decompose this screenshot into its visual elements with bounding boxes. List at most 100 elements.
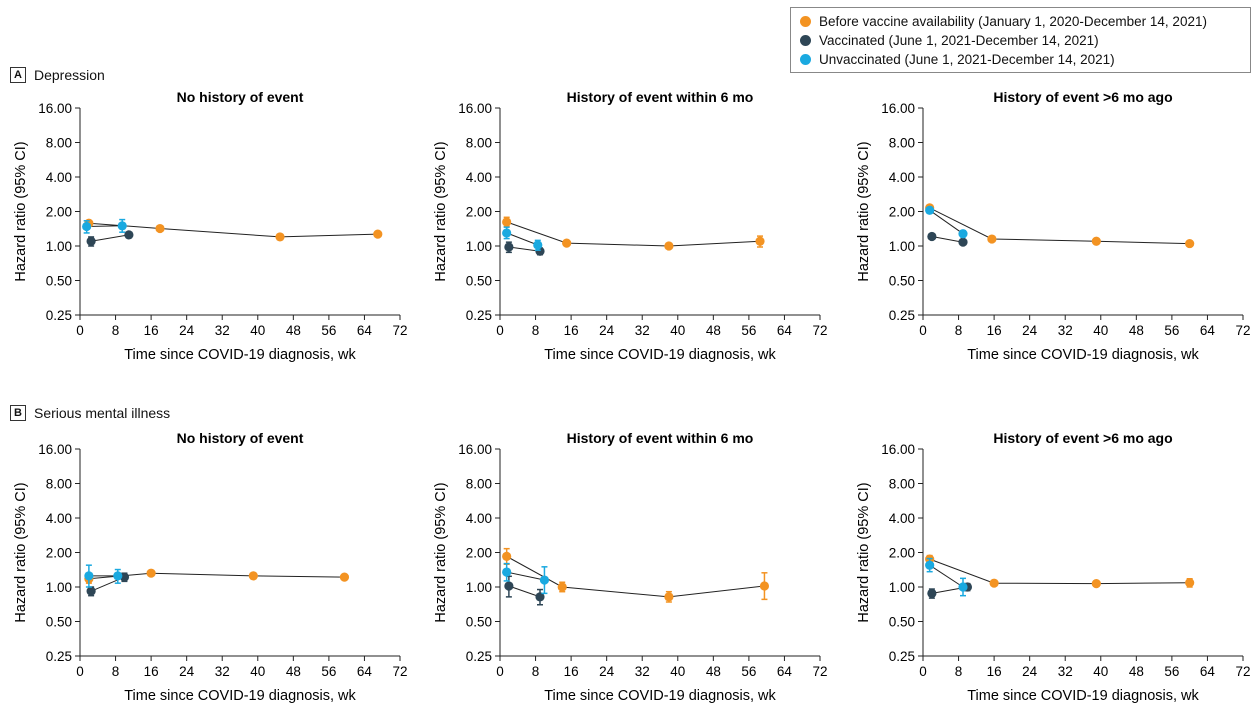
x-tick-label: 56	[741, 664, 756, 679]
x-tick-label: 56	[1164, 664, 1179, 679]
y-tick-label: 4.00	[889, 170, 915, 185]
x-tick-label: 32	[635, 323, 650, 338]
y-axis-label: Hazard ratio (95% CI)	[433, 141, 449, 281]
x-tick-label: 64	[777, 664, 793, 679]
x-tick-label: 64	[1200, 323, 1216, 338]
x-tick-label: 40	[670, 323, 685, 338]
legend-swatch-before-vaccine	[800, 16, 811, 27]
x-tick-label: 24	[179, 323, 195, 338]
data-point	[86, 586, 96, 596]
data-point	[562, 238, 572, 248]
data-point	[275, 232, 285, 242]
series-line	[506, 571, 545, 581]
x-tick-label: 56	[321, 664, 336, 679]
x-tick-label: 56	[741, 323, 756, 338]
y-tick-label: 0.50	[46, 274, 72, 289]
y-tick-label: 2.00	[466, 546, 492, 561]
x-tick-label: 48	[706, 323, 721, 338]
x-tick-label: 16	[564, 664, 579, 679]
y-tick-label: 0.25	[46, 649, 72, 664]
x-tick-label: 64	[1200, 664, 1216, 679]
y-tick-label: 8.00	[466, 136, 492, 151]
data-point	[502, 567, 512, 577]
chart-panel: History of event >6 mo ago 0.25 0.50 1.00 2.…	[856, 430, 1251, 704]
data-point	[958, 237, 968, 247]
x-tick-label: 16	[564, 323, 579, 338]
series-line	[929, 209, 964, 235]
chart-panel: No history of event 0.25 0.50 1.00 2.00 4.00 8…	[13, 430, 408, 704]
section-letter: A	[10, 67, 26, 83]
x-tick-label: 0	[76, 664, 84, 679]
x-tick-label: 8	[955, 323, 963, 338]
section-header-serious-mental-illness: B Serious mental illness	[10, 405, 170, 421]
data-point	[502, 551, 512, 561]
y-tick-label: 1.00	[466, 580, 492, 595]
series-line	[506, 221, 761, 247]
x-tick-label: 40	[670, 664, 685, 679]
data-point	[1185, 578, 1195, 588]
y-tick-label: 8.00	[889, 477, 915, 492]
data-point	[533, 240, 543, 250]
x-tick-label: 40	[250, 664, 265, 679]
x-tick-label: 32	[215, 664, 230, 679]
x-tick-label: 72	[812, 323, 827, 338]
y-tick-label: 8.00	[889, 136, 915, 151]
legend-swatch-vaccinated	[800, 35, 811, 46]
x-tick-label: 8	[532, 664, 540, 679]
series-line	[506, 232, 538, 246]
x-tick-label: 24	[1022, 323, 1038, 338]
x-tick-label: 16	[144, 664, 159, 679]
data-point	[504, 242, 514, 252]
y-axis-label: Hazard ratio (95% CI)	[433, 482, 449, 622]
data-point	[557, 582, 567, 592]
y-tick-label: 2.00	[46, 546, 72, 561]
x-tick-label: 40	[1093, 664, 1108, 679]
x-tick-label: 56	[1164, 323, 1179, 338]
data-point	[755, 236, 765, 246]
data-point	[539, 575, 550, 585]
legend-label-unvaccinated: Unvaccinated (June 1, 2021-December 14, …	[819, 52, 1115, 67]
x-tick-label: 56	[321, 323, 336, 338]
y-tick-label: 0.25	[466, 308, 492, 323]
data-point	[117, 221, 127, 231]
y-tick-label: 4.00	[889, 511, 915, 526]
x-axis-label: Time since COVID-19 diagnosis, wk	[124, 688, 356, 704]
data-point	[84, 571, 94, 581]
data-point	[1091, 579, 1101, 589]
series-line	[86, 225, 123, 227]
x-tick-label: 0	[919, 664, 927, 679]
legend: Before vaccine availability (January 1, …	[790, 7, 1251, 73]
data-point	[989, 578, 999, 588]
series-line	[929, 207, 1190, 245]
x-axis-label: Time since COVID-19 diagnosis, wk	[544, 347, 776, 363]
x-tick-label: 48	[286, 323, 301, 338]
chart-panel: History of event >6 mo ago 0.25 0.50 1.00 2.…	[856, 89, 1251, 363]
x-tick-label: 16	[144, 323, 159, 338]
x-tick-label: 40	[1093, 323, 1108, 338]
x-tick-label: 24	[179, 664, 195, 679]
x-tick-label: 32	[1058, 323, 1073, 338]
section-title: Serious mental illness	[34, 405, 171, 421]
x-tick-label: 72	[392, 664, 407, 679]
data-point	[759, 581, 770, 591]
x-tick-label: 32	[1058, 664, 1073, 679]
y-tick-label: 16.00	[458, 101, 492, 116]
panel-title: History of event within 6 mo	[567, 89, 754, 105]
y-tick-label: 8.00	[46, 136, 72, 151]
y-tick-label: 16.00	[881, 101, 915, 116]
data-point	[248, 571, 258, 581]
data-point	[146, 568, 156, 578]
series-line	[929, 558, 1190, 585]
x-tick-label: 0	[919, 323, 927, 338]
x-axis-label: Time since COVID-19 diagnosis, wk	[967, 688, 1199, 704]
y-tick-label: 0.50	[46, 615, 72, 630]
data-point	[958, 229, 968, 239]
data-point	[664, 241, 674, 251]
legend-item-unvaccinated: Unvaccinated (June 1, 2021-December 14, …	[800, 50, 1250, 69]
data-point	[925, 205, 935, 215]
legend-swatch-unvaccinated	[800, 54, 811, 65]
y-tick-label: 0.25	[889, 649, 915, 664]
data-point	[373, 229, 383, 239]
data-point	[987, 234, 997, 244]
